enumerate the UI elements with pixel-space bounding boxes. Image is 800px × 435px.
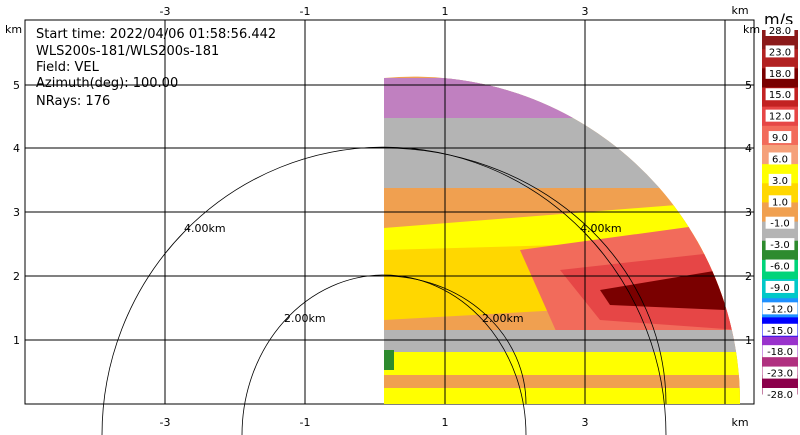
- y-unit-left: km: [5, 23, 22, 36]
- colorbar-label: -28.0: [767, 390, 793, 401]
- colorbar-label-bg: [768, 131, 792, 144]
- colorbar-label: -1.0: [770, 219, 790, 230]
- y-tick-right-1: 1: [745, 334, 752, 347]
- colorbar-label-bg: [765, 109, 795, 122]
- start-time-text: Start time: 2022/04/06 01:58:56.442: [36, 27, 276, 42]
- colorbar-label-bg: [762, 323, 798, 336]
- y-unit-right: km: [743, 23, 760, 36]
- ring-label-2km-right: 2.00km: [482, 312, 524, 325]
- colorbar-label: -9.0: [770, 283, 790, 294]
- colorbar-label-bg: [762, 302, 798, 315]
- y-tick-right-4: 4: [745, 142, 752, 155]
- x-unit-bottom: km: [731, 416, 748, 429]
- colorbar-label: -23.0: [767, 369, 793, 380]
- colorbar-label: -18.0: [767, 347, 793, 358]
- instrument-text: WLS200s-181/WLS200s-181: [36, 44, 219, 59]
- colorbar-label-bg: [768, 173, 792, 186]
- colorbar-label-bg: [765, 280, 795, 293]
- x-tick-top-neg3: -3: [160, 5, 171, 18]
- colorbar-label-bg: [765, 88, 795, 101]
- y-tick-left-2: 2: [13, 270, 20, 283]
- ring-label-2km-left: 2.00km: [284, 312, 326, 325]
- colorbar-label: -3.0: [770, 240, 790, 251]
- x-unit-top: km: [731, 4, 748, 17]
- ring-label-4km-right: 4.00km: [580, 222, 622, 235]
- colorbar-label-bg: [762, 388, 798, 400]
- info-panel: Start time: 2022/04/06 01:58:56.442 WLS2…: [36, 27, 276, 109]
- field-text: Field: VEL: [36, 60, 100, 75]
- colorbar-label: 28.0: [769, 26, 791, 37]
- x-tick-top-1: 1: [442, 5, 449, 18]
- y-tick-right-2: 2: [745, 270, 752, 283]
- colorbar-labels: 28.0 23.0 18.0 15.0 12.0 9.0 6.0 3.0 1.0 -1.0 -3.0…: [762, 24, 798, 401]
- ring-label-4km-left: 4.00km: [184, 222, 226, 235]
- y-tick-left-1: 1: [13, 334, 20, 347]
- x-tick-bottom-neg1: -1: [300, 416, 311, 429]
- x-tick-bottom-1: 1: [442, 416, 449, 429]
- colorbar-label: 12.0: [769, 112, 791, 123]
- colorbar: [762, 30, 798, 395]
- x-tick-top-3: 3: [582, 5, 589, 18]
- colorbar-label: 9.0: [772, 133, 788, 144]
- range-rings: [101, 146, 667, 435]
- colorbar-label-bg: [768, 152, 792, 165]
- x-tick-top-neg1: -1: [300, 5, 311, 18]
- y-tick-left-5: 5: [13, 79, 20, 92]
- colorbar-label: 3.0: [772, 176, 788, 187]
- colorbar-label: 23.0: [769, 47, 791, 58]
- colorbar-label-bg: [765, 238, 795, 251]
- colorbar-label-bg: [765, 216, 795, 229]
- colorbar-label-bg: [765, 66, 795, 79]
- x-tick-bottom-neg3: -3: [160, 416, 171, 429]
- y-tick-left-4: 4: [13, 142, 20, 155]
- colorbar-label: 1.0: [772, 197, 788, 208]
- colorbar-label-bg: [762, 345, 798, 358]
- colorbar-label-bg: [768, 195, 792, 208]
- y-tick-right-5: 5: [745, 79, 752, 92]
- colorbar-label: -12.0: [767, 304, 793, 315]
- colorbar-label: 15.0: [769, 90, 791, 101]
- azimuth-text: Azimuth(deg): 100.00: [36, 76, 178, 91]
- colorbar-label-bg: [765, 24, 795, 36]
- colorbar-label-bg: [765, 45, 795, 58]
- colorbar-label-bg: [765, 259, 795, 272]
- colorbar-label: -15.0: [767, 326, 793, 337]
- colorbar-label: 6.0: [772, 154, 788, 165]
- y-tick-right-3: 3: [745, 206, 752, 219]
- y-tick-left-3: 3: [13, 206, 20, 219]
- x-tick-bottom-3: 3: [582, 416, 589, 429]
- colorbar-label: -6.0: [770, 262, 790, 273]
- colorbar-label-bg: [762, 366, 798, 379]
- nrays-text: NRays: 176: [36, 94, 110, 109]
- colorbar-label: 18.0: [769, 69, 791, 80]
